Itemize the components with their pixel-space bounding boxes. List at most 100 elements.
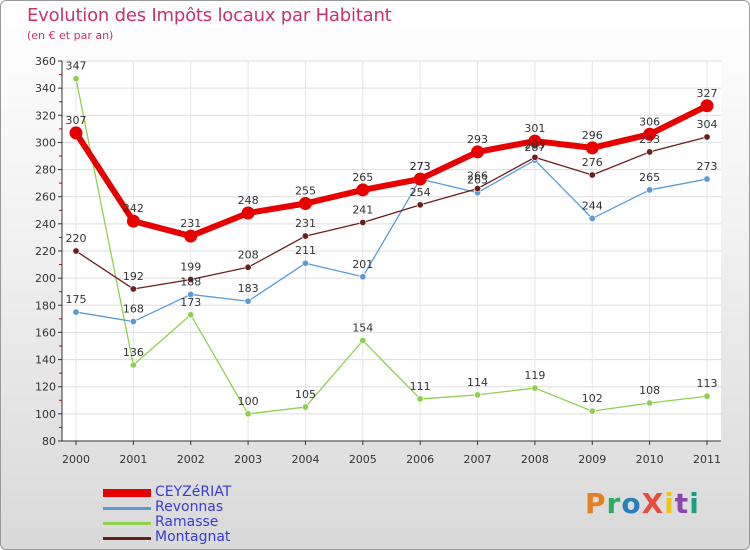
data-point	[359, 273, 367, 281]
data-point	[474, 391, 482, 399]
data-point	[474, 185, 482, 193]
data-point	[528, 134, 542, 148]
data-point	[703, 392, 711, 400]
data-point	[72, 75, 80, 83]
proxiti-logo: ProXiti	[585, 487, 700, 520]
data-label: 231	[180, 217, 201, 230]
data-point	[244, 297, 252, 305]
y-tick-label: 140	[35, 354, 56, 367]
y-tick-label: 340	[35, 82, 56, 95]
data-point	[531, 153, 539, 161]
data-label: 113	[697, 377, 718, 390]
legend-swatch	[103, 507, 151, 510]
data-point	[643, 127, 657, 141]
data-point	[244, 410, 252, 418]
data-point	[588, 214, 596, 222]
y-tick-label: 100	[35, 408, 56, 421]
data-point	[471, 145, 485, 159]
data-label: 255	[295, 185, 316, 198]
data-label: 168	[123, 303, 144, 316]
series-line-ceyzériat	[73, 103, 709, 240]
x-tick-label: 2008	[521, 453, 549, 466]
chart-title: Evolution des Impôts locaux par Habitant	[27, 5, 392, 26]
data-label: 242	[123, 202, 144, 215]
data-point	[241, 206, 255, 220]
logo-letter: i	[664, 487, 675, 520]
data-point	[703, 175, 711, 183]
data-label: 248	[238, 194, 259, 207]
data-label: 136	[123, 346, 144, 359]
legend-label: CEYZéRIAT	[155, 484, 232, 500]
series-line-ramasse	[75, 78, 708, 415]
legend-swatch	[103, 522, 151, 525]
data-label: 327	[697, 87, 718, 100]
data-label: 241	[352, 204, 373, 217]
data-label: 231	[295, 217, 316, 230]
data-label: 304	[697, 118, 718, 131]
data-label: 273	[697, 160, 718, 173]
y-tick-label: 300	[35, 136, 56, 149]
y-tick-label: 240	[35, 218, 56, 231]
data-label: 273	[410, 160, 431, 173]
series-line-montagnat	[75, 136, 708, 290]
legend-swatch	[103, 489, 151, 497]
data-label: 287	[524, 141, 545, 154]
legend-label: Montagnat	[155, 529, 231, 545]
data-label: 293	[639, 133, 660, 146]
x-tick-label: 2009	[578, 453, 606, 466]
data-point	[301, 403, 309, 411]
x-tick-label: 2006	[406, 453, 434, 466]
x-tick-label: 2005	[349, 453, 377, 466]
data-point	[359, 337, 367, 345]
data-point	[187, 290, 195, 298]
data-label: 188	[180, 275, 201, 288]
data-point	[184, 229, 198, 243]
data-label: 211	[295, 244, 316, 257]
y-tick-label: 320	[35, 109, 56, 122]
logo-letter: P	[585, 487, 607, 520]
y-tick-label: 180	[35, 299, 56, 312]
data-point	[646, 148, 654, 156]
data-label: 183	[238, 282, 259, 295]
logo-letter: i	[689, 487, 700, 520]
legend-swatch	[103, 537, 151, 540]
data-label: 244	[582, 199, 603, 212]
data-label: 347	[66, 60, 87, 73]
data-point	[416, 395, 424, 403]
x-tick-label: 2011	[693, 453, 721, 466]
data-label: 273	[410, 160, 431, 173]
logo-letter: t	[674, 487, 690, 520]
legend-label: Revonnas	[155, 499, 224, 515]
data-point	[356, 183, 370, 197]
data-point	[588, 407, 596, 415]
data-point	[585, 141, 599, 155]
series-line-revonnas	[75, 159, 708, 323]
x-tick-label: 2002	[177, 453, 205, 466]
data-point	[531, 384, 539, 392]
data-label: 154	[352, 322, 373, 335]
x-tick-label: 2004	[291, 453, 319, 466]
chart-subtitle: (en € et par an)	[27, 29, 114, 42]
data-point	[129, 318, 137, 326]
y-tick-label: 160	[35, 326, 56, 339]
logo-letter: o	[621, 487, 642, 520]
data-point	[588, 171, 596, 179]
data-point	[187, 275, 195, 283]
data-label: 100	[238, 395, 259, 408]
data-point	[69, 126, 83, 140]
data-label: 293	[467, 133, 488, 146]
y-tick-label: 280	[35, 164, 56, 177]
x-tick-label: 2003	[234, 453, 262, 466]
data-label: 114	[467, 376, 488, 389]
x-tick-label: 2000	[62, 453, 90, 466]
data-label: 199	[180, 261, 201, 274]
data-label: 296	[582, 129, 603, 142]
data-label: 220	[66, 232, 87, 245]
data-label: 192	[123, 270, 144, 283]
data-label: 175	[66, 293, 87, 306]
data-label: 306	[639, 115, 660, 128]
y-tick-label: 120	[35, 381, 56, 394]
data-label: 111	[410, 380, 431, 393]
data-point	[72, 308, 80, 316]
